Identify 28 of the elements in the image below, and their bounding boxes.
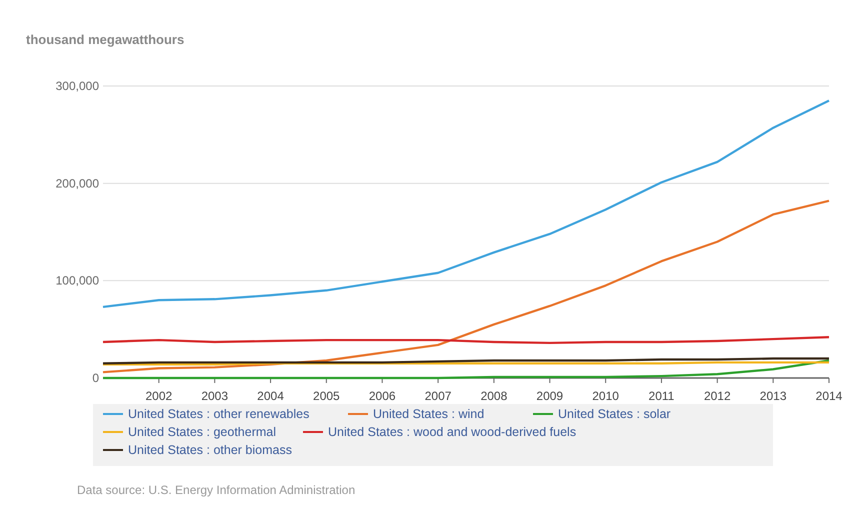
y-tick-label: 300,000 — [56, 79, 100, 93]
legend-label: United States : solar — [558, 407, 671, 421]
x-tick-label: 2010 — [592, 389, 620, 403]
line-series — [102, 200, 830, 374]
x-tick-label: 2007 — [424, 389, 452, 403]
x-tick-label: 2013 — [760, 389, 787, 403]
x-tick-label: 2009 — [536, 389, 564, 403]
legend-label: United States : other biomass — [128, 443, 292, 457]
x-tick-label: 2012 — [704, 389, 731, 403]
y-tick-label: 200,000 — [56, 176, 100, 190]
y-tick-label: 0 — [92, 371, 100, 385]
legend-label: United States : wind — [373, 407, 484, 421]
legend-label: United States : other renewables — [128, 407, 310, 421]
line-series — [102, 100, 830, 308]
x-tick-label: 2005 — [313, 389, 340, 403]
source-note: Data source: U.S. Energy Information Administration — [77, 483, 356, 497]
legend-label: United States : geothermal — [128, 425, 276, 439]
x-tick-label: 2002 — [145, 389, 173, 403]
x-tick-label: 2011 — [648, 389, 675, 403]
line-series — [102, 359, 830, 380]
x-tick-label: 2006 — [368, 389, 396, 403]
x-tick-label: 2004 — [257, 389, 284, 403]
x-tick-label: 2003 — [201, 389, 228, 403]
legend-label: United States : wood and wood-derived fuels — [328, 425, 576, 439]
y-tick-label: 100,000 — [56, 274, 100, 288]
x-tick-label: 2008 — [480, 389, 508, 403]
y-axis-title: thousand megawatthours — [26, 32, 184, 47]
x-tick-label: 2014 — [816, 389, 843, 403]
